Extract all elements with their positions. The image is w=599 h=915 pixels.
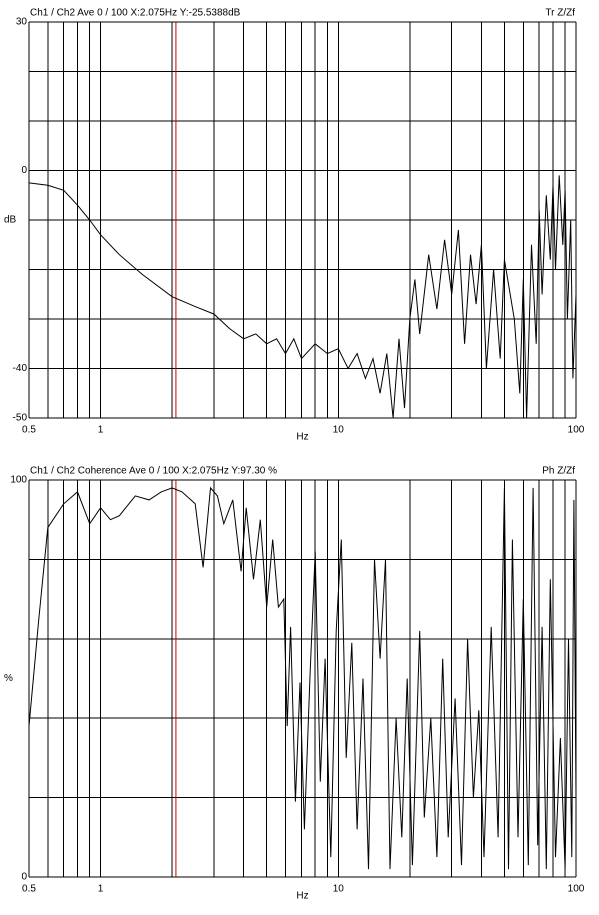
x-axis-label: Hz <box>296 432 308 443</box>
y-axis-label: dB <box>4 215 17 226</box>
y-tick-label: 0 <box>21 872 27 883</box>
data-line <box>28 486 577 870</box>
header-background <box>30 464 330 477</box>
corner-label: Tr Z/Zf <box>545 8 575 19</box>
x-tick-label: 0.5 <box>22 884 36 895</box>
x-tick-label: 10 <box>333 884 345 895</box>
chart-title: Ch1 / Ch2 Coherence Ave 0 / 100 X:2.075H… <box>30 466 277 477</box>
x-tick-label: 0.5 <box>22 425 36 436</box>
y-tick-label: 30 <box>16 17 28 28</box>
x-tick-label: 100 <box>568 884 585 895</box>
y-axis-label: % <box>4 673 13 684</box>
x-tick-label: 1 <box>98 425 104 436</box>
x-tick-label: 1 <box>98 884 104 895</box>
y-tick-label: -40 <box>13 363 28 374</box>
x-tick-label: 100 <box>568 425 585 436</box>
corner-label: Ph Z/Zf <box>542 466 575 477</box>
y-tick-label: 100 <box>10 475 27 486</box>
y-tick-label: 0 <box>21 165 27 176</box>
x-tick-label: 10 <box>333 425 345 436</box>
header-background <box>30 6 330 19</box>
x-axis-label: Hz <box>296 891 308 902</box>
chart-title: Ch1 / Ch2 Ave 0 / 100 X:2.075Hz Y:-25.53… <box>30 8 241 19</box>
y-tick-label: -50 <box>13 413 28 424</box>
data-line <box>28 175 577 419</box>
